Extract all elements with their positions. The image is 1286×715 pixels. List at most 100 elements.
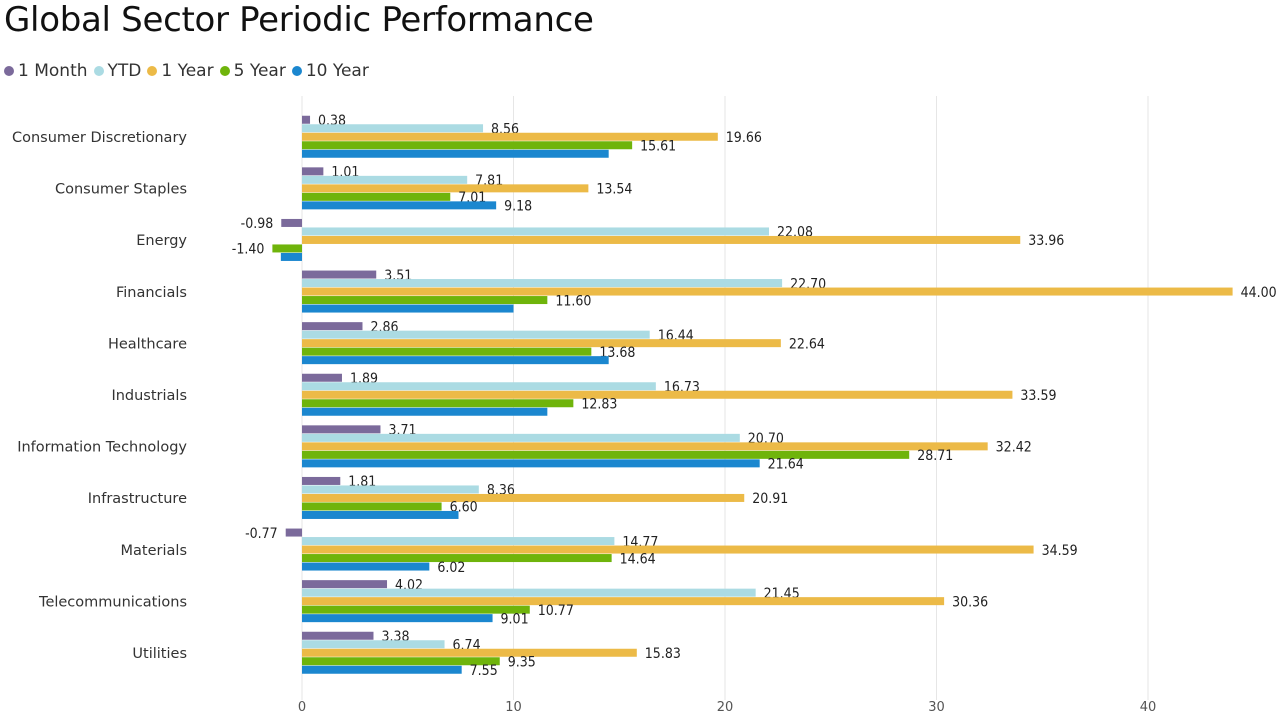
data-label: 11.60 xyxy=(555,293,591,309)
chart-title: Global Sector Periodic Performance xyxy=(4,0,594,40)
category-label: Telecommunications xyxy=(38,594,187,610)
bar[interactable] xyxy=(302,184,589,193)
data-label: 20.91 xyxy=(752,491,788,507)
x-tick-label: 0 xyxy=(298,700,306,715)
bar[interactable] xyxy=(302,201,497,210)
bar[interactable] xyxy=(302,227,769,236)
bar[interactable] xyxy=(302,657,500,666)
data-label: 32.42 xyxy=(996,440,1032,456)
bar[interactable] xyxy=(302,287,1233,296)
legend: 1 Month YTD 1 Year 5 Year 10 Year xyxy=(4,60,375,82)
data-label: -1.40 xyxy=(232,242,265,258)
legend-label: YTD xyxy=(107,61,142,81)
legend-swatch xyxy=(147,66,158,76)
legend-swatch xyxy=(219,66,230,76)
legend-label: 1 Year xyxy=(161,61,214,81)
category-label: Consumer Staples xyxy=(55,182,187,198)
category-label: Materials xyxy=(121,543,187,559)
bar[interactable] xyxy=(302,631,374,640)
bar[interactable] xyxy=(302,124,484,133)
data-label: 44.00 xyxy=(1241,285,1277,301)
legend-swatch xyxy=(291,66,302,76)
data-label: 9.01 xyxy=(501,611,529,627)
bar[interactable] xyxy=(302,442,988,451)
data-label: 9.18 xyxy=(504,199,532,215)
bar[interactable] xyxy=(302,502,442,511)
bar[interactable] xyxy=(302,304,514,313)
bar[interactable] xyxy=(302,425,381,434)
bar[interactable] xyxy=(302,347,592,356)
bar[interactable] xyxy=(302,588,756,597)
bar[interactable] xyxy=(281,218,302,227)
bar[interactable] xyxy=(302,545,1034,554)
category-label: Industrials xyxy=(111,388,187,404)
bar[interactable] xyxy=(302,459,760,468)
legend-label: 1 Month xyxy=(18,61,88,81)
legend-item[interactable]: YTD xyxy=(93,61,142,81)
category-label: Utilities xyxy=(132,646,187,662)
bar[interactable] xyxy=(272,244,302,253)
x-tick-label: 40 xyxy=(1140,700,1157,715)
data-label: 22.64 xyxy=(789,336,825,352)
bar[interactable] xyxy=(302,132,718,141)
legend-swatch xyxy=(93,66,104,76)
data-label: 12.83 xyxy=(581,397,617,413)
bar[interactable] xyxy=(302,115,311,124)
bar[interactable] xyxy=(302,614,493,623)
bar[interactable] xyxy=(302,373,342,382)
bar[interactable] xyxy=(302,510,459,519)
x-tick-label: 20 xyxy=(717,700,734,715)
bar[interactable] xyxy=(302,235,1021,244)
bar[interactable] xyxy=(302,270,377,279)
category-label: Information Technology xyxy=(17,440,187,456)
bar[interactable] xyxy=(302,322,363,331)
bar[interactable] xyxy=(302,390,1013,399)
legend-item[interactable]: 1 Year xyxy=(147,61,214,81)
bar[interactable] xyxy=(302,141,633,150)
bar[interactable] xyxy=(302,554,612,563)
bar[interactable] xyxy=(302,450,910,459)
bar[interactable] xyxy=(302,485,479,494)
bar[interactable] xyxy=(302,167,324,176)
legend-label: 5 Year xyxy=(233,61,286,81)
bar[interactable] xyxy=(302,605,530,614)
bar[interactable] xyxy=(302,149,609,158)
bar[interactable] xyxy=(302,640,445,649)
data-label: 10.77 xyxy=(538,603,574,619)
bar[interactable] xyxy=(302,562,430,571)
bar[interactable] xyxy=(302,356,609,365)
bar[interactable] xyxy=(302,279,783,288)
x-tick-label: 30 xyxy=(928,700,945,715)
category-label: Energy xyxy=(136,233,187,249)
category-label: Infrastructure xyxy=(88,491,187,507)
legend-item[interactable]: 1 Month xyxy=(4,61,88,81)
data-label: 6.02 xyxy=(437,560,465,576)
bar[interactable] xyxy=(302,192,451,201)
bar[interactable] xyxy=(280,252,302,261)
bar[interactable] xyxy=(302,476,341,485)
bar[interactable] xyxy=(302,407,548,416)
bar[interactable] xyxy=(302,493,745,502)
category-label: Consumer Discretionary xyxy=(12,130,187,146)
bar[interactable] xyxy=(302,665,462,674)
bar[interactable] xyxy=(302,330,650,339)
bar[interactable] xyxy=(302,580,388,589)
bar[interactable] xyxy=(302,339,781,348)
bar[interactable] xyxy=(302,382,656,391)
legend-item[interactable]: 10 Year xyxy=(291,61,369,81)
bar[interactable] xyxy=(302,597,945,606)
bar[interactable] xyxy=(285,528,302,537)
bar[interactable] xyxy=(302,296,548,305)
bar[interactable] xyxy=(302,433,740,442)
legend-swatch xyxy=(4,66,14,76)
bar[interactable] xyxy=(302,399,574,408)
bar[interactable] xyxy=(302,537,615,546)
bar[interactable] xyxy=(302,648,637,657)
category-label: Financials xyxy=(116,285,187,301)
legend-item[interactable]: 5 Year xyxy=(219,61,286,81)
data-label: 9.35 xyxy=(508,655,536,671)
data-label: 34.59 xyxy=(1042,543,1078,559)
bar[interactable] xyxy=(302,175,468,184)
data-label: -0.77 xyxy=(245,526,278,542)
